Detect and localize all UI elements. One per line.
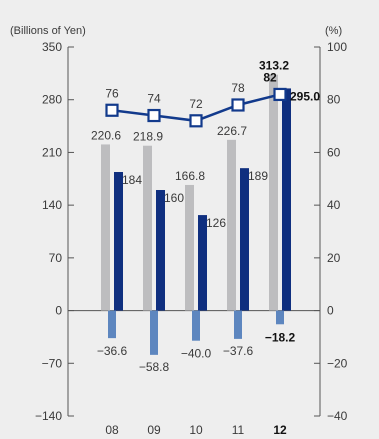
bar-primary [282, 88, 291, 311]
bar-negative-label: −58.8 [139, 360, 170, 374]
bar-reference [143, 145, 152, 311]
line-marker [231, 98, 245, 112]
line-value-label: 74 [147, 92, 161, 106]
bar-reference-label: 226.7 [217, 124, 247, 138]
bar-negative [150, 310, 158, 355]
left-tick-label: −70 [42, 356, 63, 370]
bar-reference-label: 218.9 [133, 130, 163, 144]
bar-negative-label: −40.0 [181, 347, 212, 361]
left-tick-label: 210 [42, 145, 62, 159]
bar-reference [101, 144, 110, 311]
right-axis-unit: (%) [325, 25, 342, 37]
right-tick-label: 100 [327, 40, 347, 54]
bar-negative [234, 310, 242, 339]
bar-reference [227, 139, 236, 311]
plot-area: 350 280 210 140 70 0 −70 −140 100 80 60 40 20 0 −20 −40… [35, 40, 348, 437]
left-tick-label: 350 [42, 40, 62, 54]
right-tick-label: 20 [327, 251, 341, 265]
bar-primary [114, 172, 123, 311]
bar-negative-label: −36.6 [97, 344, 128, 358]
left-axis-unit: (Billions of Yen) [10, 25, 86, 37]
x-tick-label: 08 [105, 423, 119, 437]
x-tick-label: 09 [147, 423, 161, 437]
line-value-label: 72 [189, 97, 203, 111]
right-tick-label: 40 [327, 198, 341, 212]
bar-reference [269, 74, 278, 311]
x-tick-label: 10 [189, 423, 203, 437]
line-marker [105, 103, 119, 117]
bar-primary [198, 215, 207, 311]
bar-reference [185, 184, 194, 311]
right-tick-label: −40 [327, 409, 348, 423]
bar-negative [108, 310, 116, 339]
x-tick-label: 11 [232, 423, 245, 437]
right-tick-label: 0 [327, 304, 334, 318]
right-tick-label: −20 [327, 356, 348, 370]
left-tick-label: 140 [42, 198, 62, 212]
bar-primary [156, 190, 165, 311]
right-tick-label: 80 [327, 93, 341, 107]
left-tick-label: −140 [35, 409, 62, 423]
bar-negative-label: −37.6 [223, 344, 254, 358]
left-tick-label: 280 [42, 93, 62, 107]
bar-negative-label: −18.2 [265, 330, 296, 344]
bar-reference-label: 166.8 [175, 169, 205, 183]
right-tick-label: 60 [327, 145, 341, 159]
left-tick-label: 70 [49, 251, 63, 265]
bar-reference-label: 313.2 [259, 59, 289, 73]
line-value-label: 76 [105, 86, 119, 100]
line-value-label: 78 [231, 81, 245, 95]
bar-negative [192, 310, 200, 341]
line-marker [189, 114, 203, 128]
bar-primary-label: 295.0 [290, 89, 320, 103]
bar-primary [240, 168, 249, 311]
bar-reference-label: 220.6 [91, 128, 121, 142]
line-marker [273, 87, 287, 102]
line-value-label: 82 [263, 70, 277, 84]
left-tick-label: 0 [55, 304, 62, 318]
x-tick-label: 12 [273, 423, 287, 437]
bar-negative [276, 310, 284, 325]
line-marker [147, 108, 161, 123]
